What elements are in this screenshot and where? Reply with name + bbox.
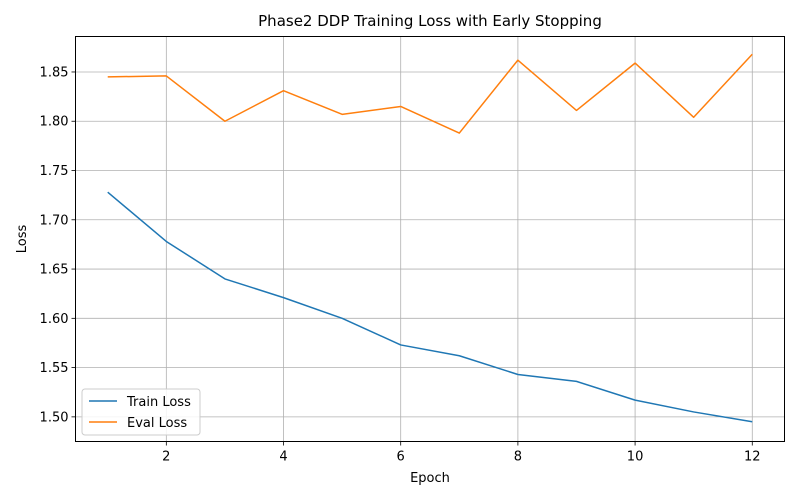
legend-label-train-loss: Train Loss <box>126 395 191 410</box>
y-tick-label-6: 1.80 <box>40 115 69 130</box>
x-tick-label-2: 6 <box>397 450 405 465</box>
x-tick-label-5: 12 <box>744 450 761 465</box>
x-tick-label-3: 8 <box>514 450 522 465</box>
y-tick-label-5: 1.75 <box>40 164 69 179</box>
y-tick-label-7: 1.85 <box>40 65 69 80</box>
x-tick-label-4: 10 <box>627 450 644 465</box>
y-tick-label-2: 1.60 <box>40 312 69 327</box>
y-tick-label-4: 1.70 <box>40 213 69 228</box>
y-tick-label-3: 1.65 <box>40 263 69 278</box>
x-tick-label-0: 2 <box>162 450 170 465</box>
legend-label-eval-loss: Eval Loss <box>127 416 187 431</box>
grid <box>75 36 785 442</box>
legend: Train Loss Eval Loss <box>81 388 201 436</box>
train-loss-line <box>107 191 753 423</box>
series-layer <box>107 53 753 423</box>
y-tick-label-1: 1.55 <box>40 361 69 376</box>
chart-title: Phase2 DDP Training Loss with Early Stop… <box>258 12 602 30</box>
y-axis-label: Loss <box>15 225 30 254</box>
x-tick-label-1: 4 <box>279 450 287 465</box>
y-axis-ticks: 1.50 1.55 1.60 1.65 1.70 1.75 1.80 1.85 <box>40 65 76 425</box>
y-tick-label-0: 1.50 <box>40 410 69 425</box>
x-axis-ticks: 2 4 6 8 10 12 <box>162 441 761 465</box>
eval-loss-line <box>107 53 753 134</box>
x-axis-label: Epoch <box>410 471 450 486</box>
plot-frame <box>75 36 785 442</box>
